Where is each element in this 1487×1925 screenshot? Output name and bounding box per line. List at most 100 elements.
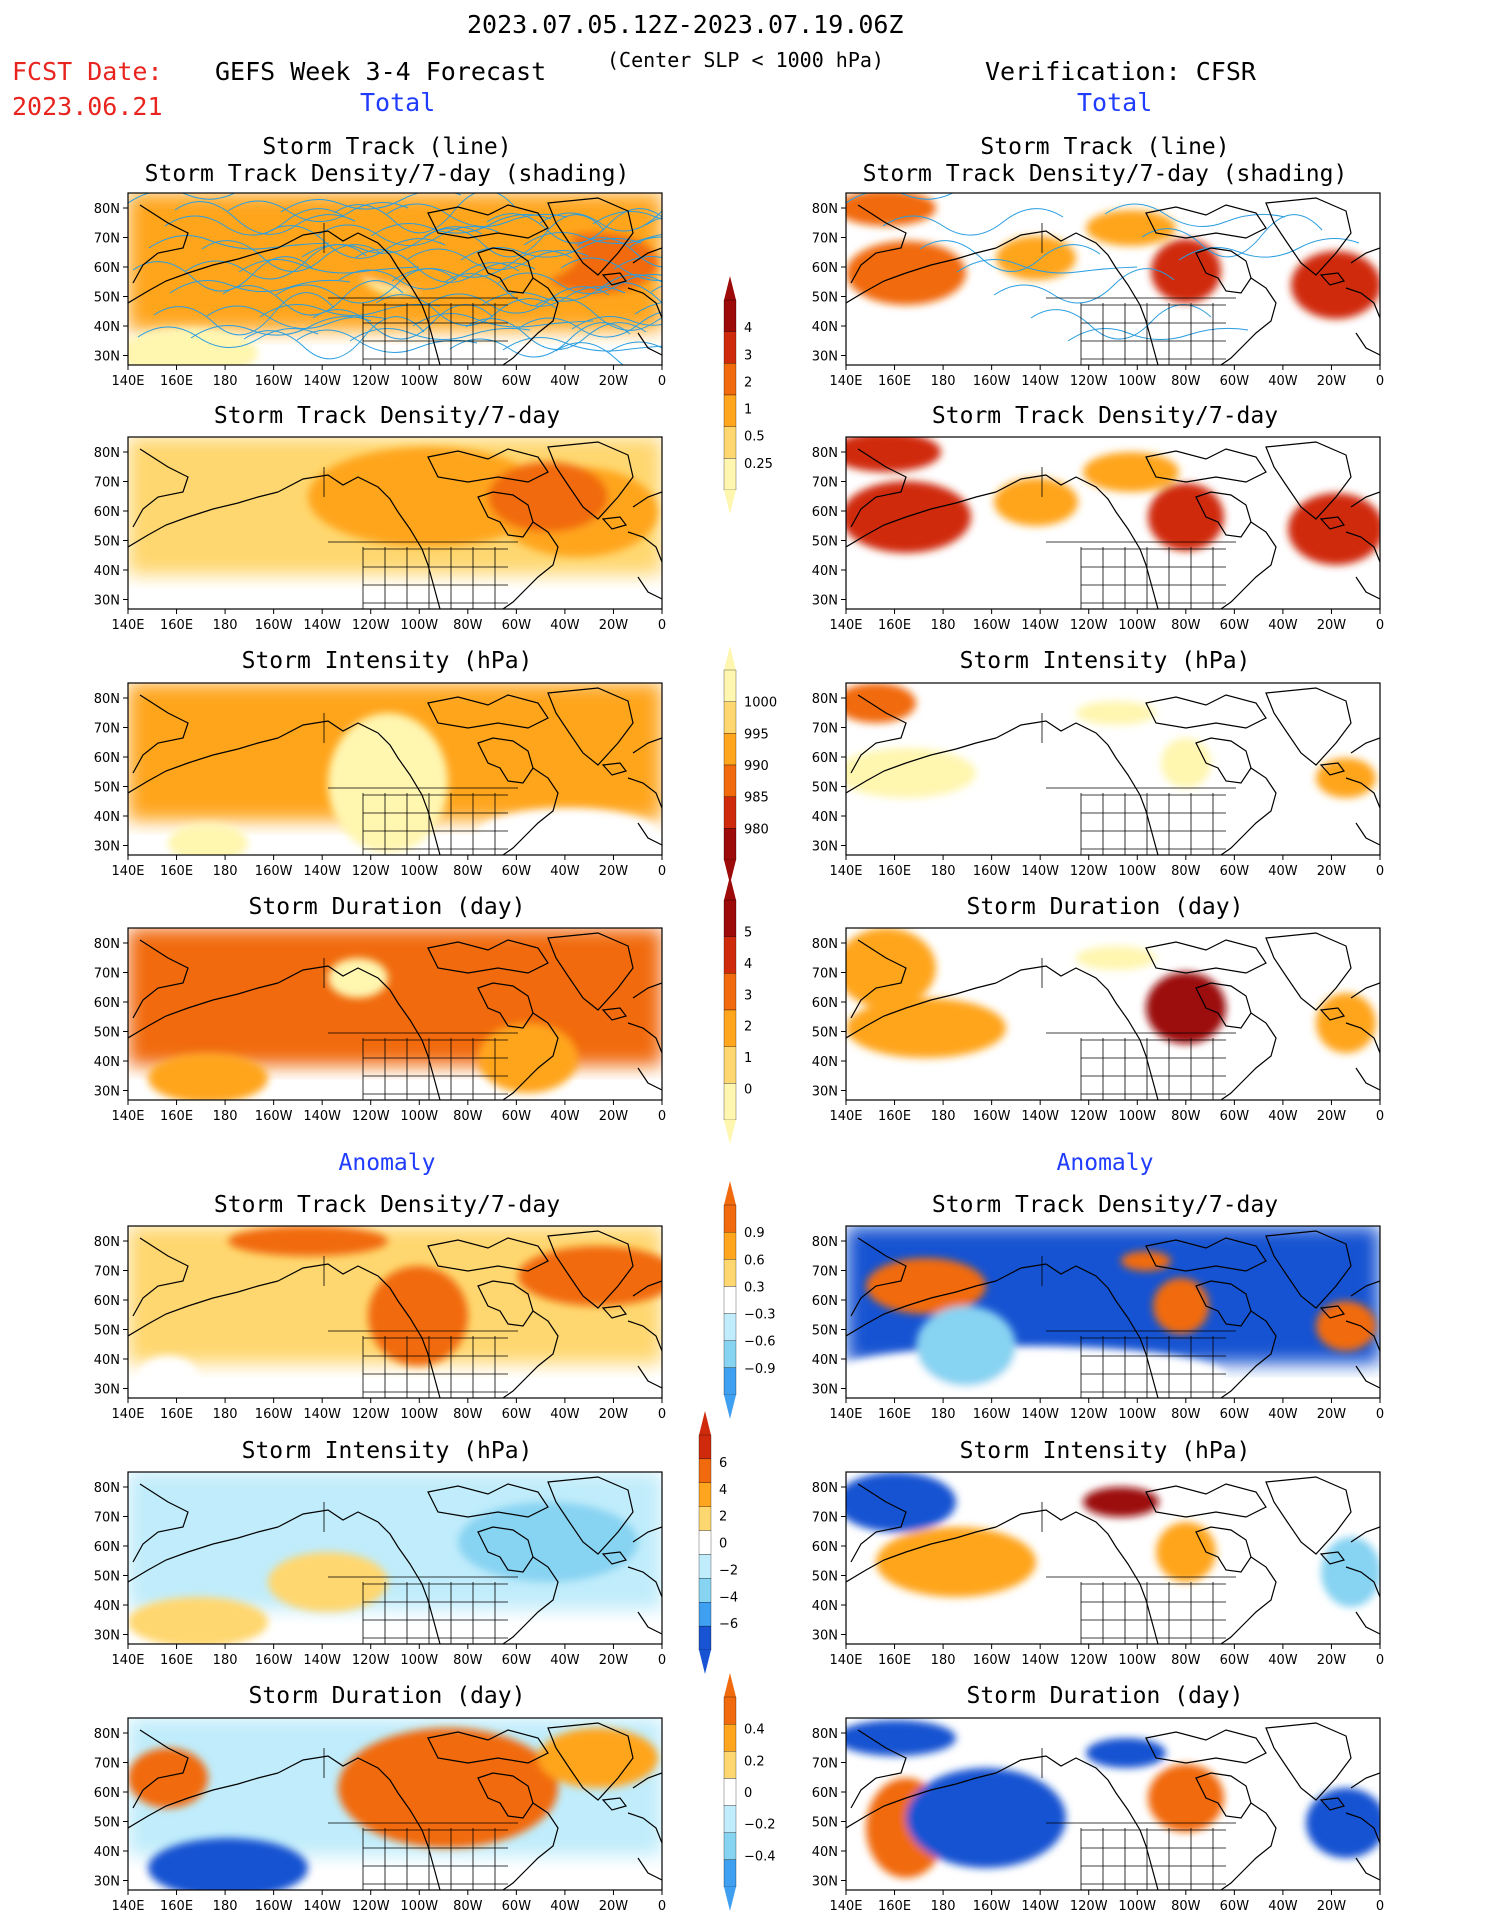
- shading-blobs: [138, 1226, 662, 1396]
- coastline-5: [1265, 1230, 1352, 1309]
- x-tick-label: 0: [1376, 1653, 1384, 1668]
- coastline-9: [627, 531, 662, 563]
- map-background: [128, 1718, 662, 1890]
- y-tick-label: 50N: [94, 1324, 120, 1339]
- map-intensity-anom-left: 80N 70N 60N 50N 40N 30N 140E 160E 180 160W 140W 120…: [94, 1471, 666, 1668]
- coastline-0: [277, 1755, 441, 1890]
- shading-blob: [996, 236, 1076, 280]
- coastline-6: [502, 1012, 559, 1100]
- storm-track-line: [608, 341, 662, 353]
- y-tick-label: 50N: [94, 1026, 120, 1041]
- y-tick-label: 30N: [94, 1875, 120, 1890]
- x-tick-label: 40W: [550, 1407, 580, 1422]
- coastline-9: [627, 777, 662, 809]
- coastline-5: [547, 1230, 634, 1309]
- shading-blobs: [128, 1728, 658, 1890]
- y-tick-label: 80N: [812, 446, 838, 461]
- shading-layer: [128, 1226, 662, 1398]
- shading-blobs: [846, 193, 1380, 319]
- shading-blob: [906, 1768, 1066, 1868]
- storm-track-line: [539, 210, 662, 232]
- y-tick-label: 80N: [94, 692, 120, 707]
- x-tick-label: 140E: [829, 1407, 862, 1422]
- colorbar-label: 0.5: [744, 430, 765, 445]
- x-tick-label: 60W: [502, 1109, 532, 1124]
- y-tick-label: 60N: [94, 1786, 120, 1801]
- coastline-0: [995, 230, 1159, 365]
- x-tick-label: 160E: [160, 1407, 193, 1422]
- coastline-7: [601, 1797, 628, 1811]
- x-tick-label: 140E: [829, 1899, 862, 1914]
- y-tick-label: 80N: [94, 202, 120, 217]
- coastline-8: [632, 1772, 662, 1789]
- coastline-10: [637, 1857, 662, 1881]
- coastline-6: [502, 521, 559, 609]
- x-tick-label: 160E: [878, 374, 911, 389]
- anomaly-label-right: Anomaly: [1056, 1150, 1154, 1176]
- coastline-5: [547, 1722, 634, 1801]
- shading-blob: [866, 1258, 986, 1314]
- shading-blob: [328, 958, 388, 998]
- coastline-8: [1350, 1280, 1380, 1297]
- coastline-10: [637, 576, 662, 600]
- x-tick-label: 160W: [973, 1899, 1011, 1914]
- colorbar-segment: [723, 1259, 737, 1287]
- storm-track-line: [174, 201, 356, 235]
- shading-bg: [128, 928, 662, 1066]
- colorbar-label: 3: [744, 988, 752, 1003]
- storm-track-line: [206, 305, 388, 329]
- coastline-2: [132, 1483, 189, 1563]
- x-tick-label: 140W: [1021, 864, 1059, 879]
- y-tick-label: 70N: [94, 1265, 120, 1280]
- map-frame: [845, 1471, 1381, 1645]
- x-tick-label: 140E: [829, 864, 862, 879]
- colorbar-bottom-arrow: [724, 1887, 736, 1911]
- x-tick-label: 160E: [160, 1653, 193, 1668]
- coastline-7: [601, 762, 628, 776]
- x-tick-label: 160W: [973, 1109, 1011, 1124]
- x-tick-label: 100W: [1118, 374, 1156, 389]
- coastline-1: [846, 1526, 997, 1583]
- y-tick-label: 60N: [812, 261, 838, 276]
- colorbar-segment: [723, 299, 737, 332]
- map-background: [128, 1472, 662, 1644]
- colorbar-segment: [723, 796, 737, 829]
- y-tick-label: 30N: [812, 594, 838, 609]
- colorbar-density-anom: 0.9 0.6 0.3 −0.3 −0.6 −0.9: [723, 1181, 776, 1419]
- coastline-1: [128, 491, 279, 548]
- y-tick-label: 50N: [94, 781, 120, 796]
- coastline-8: [632, 247, 662, 264]
- panel-title-duration-left: Storm Duration (day): [248, 894, 526, 920]
- coastline-8: [632, 491, 662, 508]
- coastline-8: [1350, 982, 1380, 999]
- shading-blob: [1316, 993, 1376, 1053]
- storm-track-line: [428, 286, 610, 314]
- x-tick-label: 60W: [502, 864, 532, 879]
- shading-blob: [1153, 1278, 1209, 1334]
- shading-blobs: [846, 1472, 1380, 1607]
- shading-blob: [1148, 1764, 1224, 1832]
- x-tick-label: 180: [931, 1407, 956, 1422]
- x-tick-label: 0: [1376, 1109, 1384, 1124]
- map-background: [846, 928, 1380, 1100]
- panel-title-intensity-anom-right: Storm Intensity (hPa): [959, 1438, 1251, 1464]
- shading-blob: [846, 481, 971, 553]
- map-background: [846, 1718, 1380, 1890]
- colorbar-bottom-arrow: [724, 490, 736, 514]
- x-tick-label: 140E: [111, 1407, 144, 1422]
- x-tick-label: 60W: [1220, 1109, 1250, 1124]
- y-tick-label: 80N: [812, 1727, 838, 1742]
- panel-title-duration-right: Storm Duration (day): [966, 894, 1244, 920]
- y-tick-label: 30N: [812, 1875, 838, 1890]
- y-tick-label: 70N: [812, 1265, 838, 1280]
- coastline-9: [1345, 1812, 1380, 1844]
- colorbar-segment: [698, 1458, 712, 1483]
- x-tick-label: 80W: [453, 1407, 483, 1422]
- coastline-0: [277, 474, 441, 609]
- coastline-6: [1220, 521, 1277, 609]
- coastline-10: [1355, 576, 1380, 600]
- storm-track-line: [460, 238, 642, 261]
- coastline-8: [632, 1280, 662, 1297]
- y-tick-label: 40N: [812, 1599, 838, 1614]
- storm-track-line: [1178, 238, 1360, 261]
